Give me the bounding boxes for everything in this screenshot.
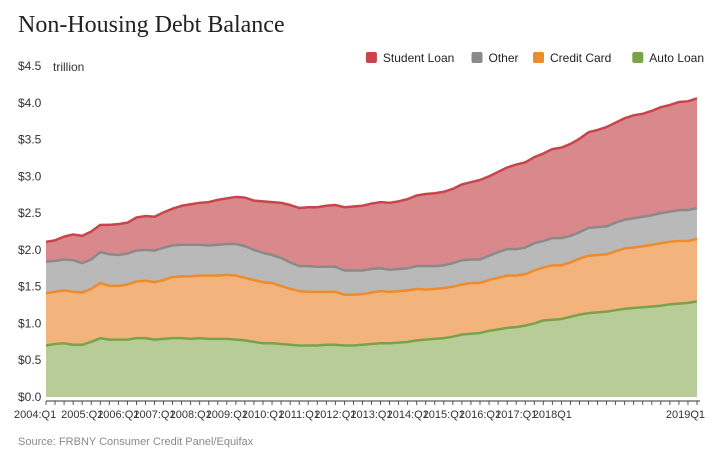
y-tick-label: $2.5 (18, 206, 42, 220)
x-tick-label: 2019Q1 (666, 409, 705, 421)
x-tick-label: 2010:Q1 (242, 409, 284, 421)
line-credit-card (45, 237, 698, 297)
area-outlines (45, 97, 698, 347)
x-tick-label: 2012:Q1 (314, 409, 356, 421)
legend-swatch-auto-loan (632, 52, 644, 63)
y-tick-label: $3.0 (18, 169, 42, 183)
area-other (46, 207, 697, 295)
y-tick-label: $0.0 (18, 390, 42, 404)
line-auto-loan (45, 300, 698, 347)
x-tick-label: 2017:Q1 (495, 409, 537, 421)
x-tick-label: 2007:Q1 (133, 409, 175, 421)
y-axis-unit-label: trillion (53, 60, 84, 74)
legend-label-credit-card: Credit Card (550, 51, 611, 65)
line-student-loan (45, 97, 698, 244)
y-tick-label: $0.5 (18, 353, 42, 367)
x-tick-label: 2016:Q1 (459, 409, 501, 421)
y-tick-label: $1.0 (18, 316, 42, 330)
area-student-loan (46, 98, 697, 271)
legend-swatch-student-loan (365, 52, 377, 63)
x-tick-label: 2011:Q1 (279, 409, 320, 421)
legend-swatch-other (471, 52, 483, 63)
x-tick-label: 2008:Q1 (170, 409, 212, 421)
y-tick-label: $4.5 (18, 59, 42, 73)
x-tick-label: 2014:Q1 (387, 409, 429, 421)
legend-label-auto-loan: Auto Loan (649, 51, 704, 65)
legend-label-other: Other (489, 51, 519, 65)
y-tick-label: $4.0 (18, 96, 42, 110)
area-auto-loan (46, 301, 697, 397)
x-axis: 2004:Q1 2005:Q12006:Q12007:Q12008:Q12009:… (14, 400, 705, 421)
y-tick-label: $2.0 (18, 243, 42, 257)
x-tick-label: 2015:Q1 (423, 409, 465, 421)
source-note: Source: FRBNY Consumer Credit Panel/Equi… (18, 436, 254, 448)
x-tick-label: 2018Q1 (533, 409, 572, 421)
y-axis: $0.0 $0.5 $1.0 $1.5 $2.0 $2.5 $3.0 $3.5 $4.0 $4.5 (18, 59, 42, 404)
area-credit-card (46, 238, 697, 346)
legend: Student Loan Other Credit Card Auto Loan (365, 51, 704, 65)
legend-label-student-loan: Student Loan (383, 51, 454, 65)
chart-title: Non-Housing Debt Balance (18, 12, 285, 38)
x-tick-label: 2006:Q1 (97, 409, 139, 421)
y-tick-label: $1.5 (18, 280, 42, 294)
line-other (45, 206, 698, 272)
x-tick-label: 2013:Q1 (350, 409, 392, 421)
area-layers (46, 98, 697, 397)
x-tick-label: 2004:Q1 (14, 409, 56, 421)
legend-swatch-credit-card (533, 52, 544, 63)
x-tick-label: 2005:Q1 (61, 409, 103, 421)
y-tick-label: $3.5 (18, 133, 42, 147)
x-tick-label: 2009:Q1 (206, 409, 248, 421)
